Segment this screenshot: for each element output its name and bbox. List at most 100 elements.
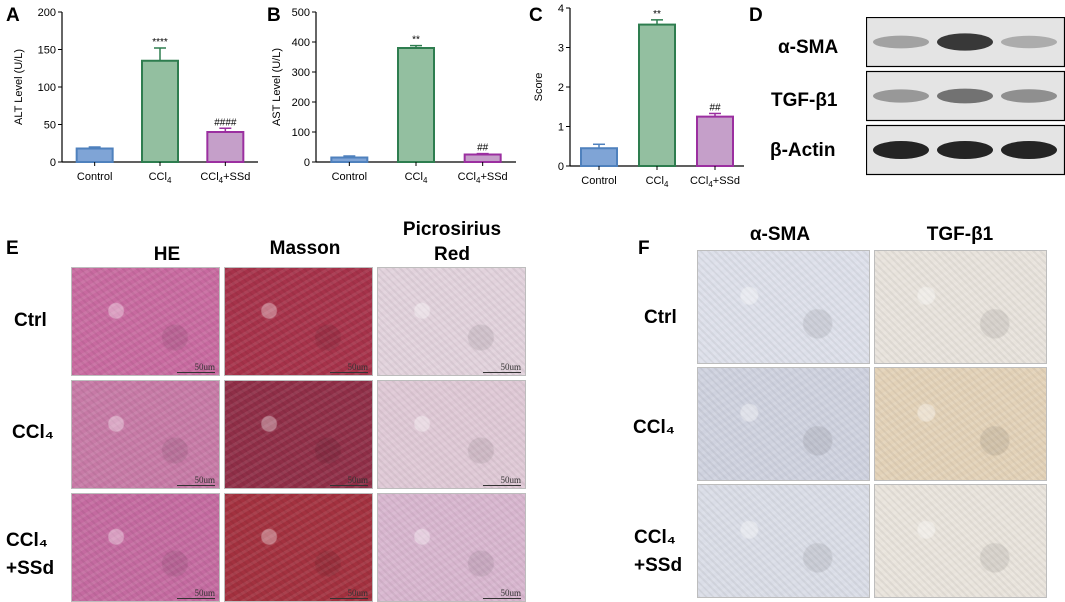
- panel-letter-d: D: [749, 5, 763, 26]
- y-tick-label: 200: [292, 97, 310, 109]
- scale-bar: [483, 598, 521, 599]
- bar: [696, 115, 734, 167]
- panel-letter-f: F: [638, 238, 650, 259]
- bar: [580, 147, 618, 168]
- histology-image-tile: 50um: [224, 267, 373, 376]
- y-tick-label: 3: [558, 43, 564, 55]
- scale-bar: [483, 372, 521, 373]
- blot-bands: [866, 17, 1065, 176]
- scale-bar: [177, 372, 215, 373]
- he-row-label-ccl4-ssd: CCl₄: [6, 530, 48, 551]
- wb-label-tgfb1: TGF-β1: [771, 90, 838, 111]
- x-tick-label: CCl4+SSd: [200, 171, 250, 185]
- bar: [397, 47, 435, 163]
- ihc-image-tile: [697, 484, 870, 598]
- blot-band: [1001, 35, 1057, 49]
- blot-band: [937, 88, 993, 104]
- histology-image-tile: 50um: [377, 267, 526, 376]
- y-tick-label: 50: [44, 120, 56, 132]
- panel-letter-e: E: [6, 238, 19, 259]
- x-tick-label: Control: [332, 171, 367, 183]
- x-tick-label: CCl4+SSd: [458, 171, 508, 185]
- bar: [463, 153, 502, 163]
- panel-letter-b: B: [267, 5, 281, 26]
- ihc-row-label-ctrl: Ctrl: [644, 307, 677, 328]
- x-tick-label: CCl4: [405, 171, 428, 185]
- x-tick-label: Control: [77, 171, 112, 183]
- x-tick-label: CCl4+SSd: [690, 175, 740, 189]
- ihc-asma-header: α-SMA: [749, 224, 811, 245]
- y-tick-label: 300: [292, 67, 310, 79]
- ast-bar-chart: 0 100 200 300 400 500 AST Level (U/L) Control **…: [271, 7, 516, 185]
- ihc-row-label-ssd: +SSd: [634, 555, 683, 576]
- panel-letter-c: C: [529, 5, 543, 26]
- red-header: Red: [434, 244, 470, 265]
- y-tick-label: 0: [304, 157, 310, 169]
- bar: [330, 156, 369, 163]
- y-tick-label: 0: [50, 157, 56, 169]
- wb-label-asma: α-SMA: [778, 37, 839, 58]
- he-row-label-ssd: +SSd: [6, 558, 55, 579]
- blot-band: [937, 33, 993, 51]
- scale-bar-label: 50um: [500, 588, 521, 598]
- ihc-image-tile: [697, 250, 870, 364]
- he-row-label-ctrl: Ctrl: [14, 310, 47, 331]
- x-tick-label: Control: [581, 175, 616, 187]
- scale-bar-label: 50um: [194, 588, 215, 598]
- y-tick-label: 200: [38, 7, 56, 19]
- western-blot: α-SMA TGF-β1 β-Actin: [760, 0, 1065, 180]
- y-tick-label: 500: [292, 7, 310, 19]
- ihc-image-tile: [874, 367, 1047, 481]
- histology-image-tile: 50um: [377, 493, 526, 602]
- scale-bar: [330, 372, 368, 373]
- significance-mark: **: [653, 9, 661, 20]
- scale-bar: [177, 485, 215, 486]
- scale-bar: [330, 485, 368, 486]
- blot-band: [873, 89, 929, 103]
- bar: [141, 59, 179, 163]
- scale-bar-label: 50um: [500, 475, 521, 485]
- he-row-label-ccl4: CCl₄: [12, 422, 54, 443]
- y-tick-label: 4: [558, 3, 564, 15]
- bar: [75, 147, 114, 163]
- x-tick-label: CCl4: [149, 171, 172, 185]
- picrosirius-header: Picrosirius: [402, 219, 502, 240]
- x-tick-label: CCl4: [646, 175, 669, 189]
- significance-mark: **: [412, 35, 420, 46]
- histology-image-tile: 50um: [224, 380, 373, 489]
- blot-band: [873, 141, 929, 159]
- histology-image-tile: 50um: [71, 380, 220, 489]
- scale-bar-label: 50um: [347, 475, 368, 485]
- histology-image-tile: 50um: [377, 380, 526, 489]
- blot-band: [937, 141, 993, 159]
- ihc-image-tile: [697, 367, 870, 481]
- y-tick-label: 1: [558, 122, 564, 134]
- blot-band: [1001, 141, 1057, 159]
- masson-header: Masson: [269, 238, 341, 259]
- score-bar-chart: 0 1 2 3 4 Score Control ** CCl4 ## CCl4+SSd: [533, 3, 744, 189]
- significance-mark: ##: [709, 102, 721, 113]
- panel-letter-a: A: [6, 5, 20, 26]
- scale-bar: [483, 485, 521, 486]
- y-tick-label: 0: [558, 161, 564, 173]
- scale-bar: [330, 598, 368, 599]
- scale-bar-label: 50um: [500, 362, 521, 372]
- y-tick-label: 150: [38, 45, 56, 57]
- blot-band: [873, 35, 929, 49]
- y-tick-label: 400: [292, 37, 310, 49]
- ihc-row-label-ccl4-ssd: CCl₄: [634, 527, 676, 548]
- significance-mark: ##: [477, 143, 489, 154]
- y-axis-label: Score: [533, 73, 545, 102]
- ihc-image-tile: [874, 484, 1047, 598]
- y-tick-label: 100: [292, 127, 310, 139]
- y-tick-label: 100: [38, 82, 56, 94]
- significance-mark: ####: [214, 117, 237, 128]
- bar: [638, 23, 676, 168]
- y-axis-label: AST Level (U/L): [271, 48, 283, 126]
- wb-label-bactin: β-Actin: [770, 140, 836, 161]
- scale-bar-label: 50um: [194, 362, 215, 372]
- ihc-image-tile: [874, 250, 1047, 364]
- histology-image-tile: 50um: [71, 493, 220, 602]
- alt-bar-chart: 0 50 100 150 200 ALT Level (U/L) Control **** CC…: [13, 7, 258, 185]
- ihc-tgfb1-header: TGF-β1: [926, 224, 994, 245]
